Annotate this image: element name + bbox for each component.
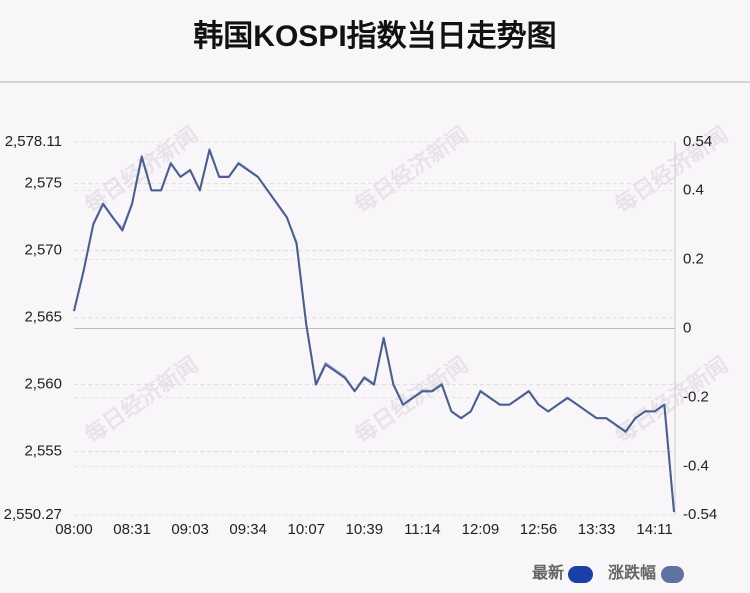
y2-tick-label: -0.2 bbox=[683, 389, 709, 406]
y-tick-label: 2,560 bbox=[24, 376, 62, 393]
y-tick-label: 2,575 bbox=[24, 175, 62, 192]
legend-label: 涨跌幅 bbox=[608, 563, 656, 582]
y-tick-label: 2,565 bbox=[24, 309, 62, 326]
x-tick-label: 09:34 bbox=[229, 521, 267, 538]
x-tick-label: 13:33 bbox=[578, 521, 616, 538]
y2-tick-label: -0.4 bbox=[683, 458, 709, 475]
y-tick-label: 2,555 bbox=[24, 443, 62, 460]
y2-tick-label: 0.4 bbox=[683, 181, 704, 198]
x-tick-label: 14:11 bbox=[636, 521, 672, 538]
y2-tick-label: 0 bbox=[683, 319, 691, 336]
x-tick-label: 09:03 bbox=[171, 521, 209, 538]
x-tick-label: 08:31 bbox=[113, 521, 151, 538]
x-tick-label: 12:56 bbox=[520, 521, 558, 538]
y2-tick-label: -0.54 bbox=[683, 506, 717, 523]
legend-swatch bbox=[661, 566, 684, 583]
chart-title: 韩国KOSPI指数当日走势图 bbox=[193, 20, 556, 53]
legend-label: 最新 bbox=[532, 563, 564, 582]
x-tick-label: 10:39 bbox=[346, 521, 384, 538]
legend-swatch bbox=[568, 566, 593, 583]
x-tick-label: 08:00 bbox=[55, 521, 93, 538]
x-tick-label: 10:07 bbox=[287, 521, 325, 538]
y2-tick-label: 0.2 bbox=[683, 250, 704, 267]
x-tick-label: 11:14 bbox=[404, 521, 440, 538]
y-tick-label: 2,570 bbox=[24, 242, 62, 259]
series-line bbox=[73, 149, 675, 513]
x-tick-label: 12:09 bbox=[462, 521, 500, 538]
y-tick-label: 2,550.27 bbox=[4, 506, 62, 523]
y2-tick-label: 0.54 bbox=[683, 133, 712, 150]
y-tick-label: 2,578.11 bbox=[5, 133, 62, 150]
